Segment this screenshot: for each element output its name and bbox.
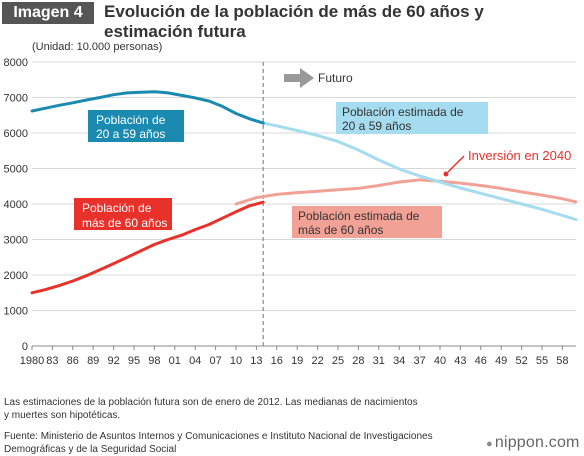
future-arrow: Futuro: [284, 68, 353, 88]
series-line-est-60: [234, 178, 578, 206]
x-tick-label: 31: [373, 355, 385, 367]
label-hist-60-line1: Población de: [82, 201, 152, 215]
x-tick-label: 37: [413, 355, 425, 367]
x-tick-label: 52: [515, 355, 527, 367]
inversion-label: Inversión en 2040: [468, 148, 571, 163]
brand-logo: ● nippon.com: [486, 434, 580, 452]
label-hist-20-59-line1: Población de: [96, 113, 166, 127]
label-est-60-line1: Población estimada de: [298, 209, 420, 223]
x-tick-label: 25: [332, 355, 344, 367]
x-tick-label: 43: [454, 355, 466, 367]
y-tick-label: 7000: [4, 93, 28, 105]
future-label: Futuro: [318, 71, 353, 85]
label-est-60-box: [292, 206, 442, 238]
series-line-est-20-59: [261, 121, 578, 222]
label-hist-60-box: [74, 198, 172, 230]
y-tick-label: 4000: [4, 199, 28, 211]
series-lines: [30, 90, 578, 295]
x-tick-label: 95: [128, 355, 140, 367]
label-hist-20-59: Población de 20 a 59 años: [88, 110, 184, 142]
x-tick-label: 04: [189, 355, 201, 367]
x-tick-label: 46: [475, 355, 487, 367]
y-tick-label: 1000: [4, 306, 28, 318]
label-est-20-59-box: [336, 102, 488, 134]
label-hist-20-59-line2: 20 a 59 años: [96, 127, 165, 141]
x-axis: 1980 83 86 89 92 95 98 01 04 07 10 13 16 19 22 25 28 31 34…: [20, 346, 569, 367]
x-tick-label: 55: [536, 355, 548, 367]
x-tick-label: 19: [291, 355, 303, 367]
x-tick-label: 40: [434, 355, 446, 367]
y-tick-label: 8000: [4, 57, 28, 69]
y-tick-label: 5000: [4, 164, 28, 176]
future-arrow-shaft: [284, 74, 302, 82]
x-tick-label: 10: [230, 355, 242, 367]
label-est-20-59-line2: 20 a 59 años: [342, 119, 411, 133]
future-arrow-head: [300, 68, 314, 88]
label-hist-60: Población de más de 60 años: [74, 198, 172, 230]
x-tick-label: 01: [169, 355, 181, 367]
brand-dot-icon: ●: [486, 438, 493, 450]
x-tick-label: 86: [67, 355, 79, 367]
chart-title: Evolución de la población de más de 60 a…: [104, 2, 484, 41]
x-tick-label: 1980: [20, 355, 44, 367]
x-tick-label: 83: [46, 355, 58, 367]
x-tick-label: 92: [107, 355, 119, 367]
x-tick-label: 58: [556, 355, 568, 367]
inversion-pointer-dot: [443, 171, 449, 177]
figure-badge: Imagen 4: [2, 2, 94, 24]
x-tick-label: 98: [148, 355, 160, 367]
footnote: Las estimaciones de la población futura …: [4, 397, 418, 421]
label-est-20-59-line1: Población estimada de: [342, 105, 464, 119]
x-tick-label: 16: [271, 355, 283, 367]
brand-name: nippon.com: [494, 434, 580, 451]
x-tick-label: 28: [352, 355, 364, 367]
label-hist-60-line2: más de 60 años: [82, 216, 167, 230]
label-est-20-59: Población estimada de 20 a 59 años: [336, 102, 488, 134]
unit-label: (Unidad: 10.000 personas): [32, 41, 163, 53]
chart-header: Imagen 4 Evolución de la población de má…: [0, 0, 584, 44]
x-tick-label: 13: [250, 355, 262, 367]
x-tick-label: 34: [393, 355, 405, 367]
label-est-60-line2: más de 60 años: [298, 223, 383, 237]
y-tick-label: 0: [22, 341, 28, 353]
x-tick-label: 07: [209, 355, 221, 367]
series-line-hist-20-59: [30, 90, 265, 125]
x-tick-label: 22: [311, 355, 323, 367]
series-line-hist-60: [30, 200, 265, 295]
y-tick-label: 2000: [4, 270, 28, 282]
y-tick-label: 6000: [4, 128, 28, 140]
x-tick-label: 89: [87, 355, 99, 367]
y-axis-tick-labels: 0 1000 2000 3000 4000 5000 6000 7000 8000: [4, 57, 28, 353]
source-note: Fuente: Ministerio de Asuntos Internos y…: [4, 431, 433, 455]
y-tick-label: 3000: [4, 235, 28, 247]
label-est-60: Población estimada de más de 60 años: [292, 206, 442, 238]
label-inversion: Inversión en 2040: [443, 148, 571, 177]
inversion-pointer-line: [447, 155, 465, 173]
x-tick-label: 49: [495, 355, 507, 367]
line-chart: 0 1000 2000 3000 4000 5000 6000 7000 8000 1980 83…: [4, 57, 578, 367]
label-hist-20-59-box: [88, 110, 184, 142]
